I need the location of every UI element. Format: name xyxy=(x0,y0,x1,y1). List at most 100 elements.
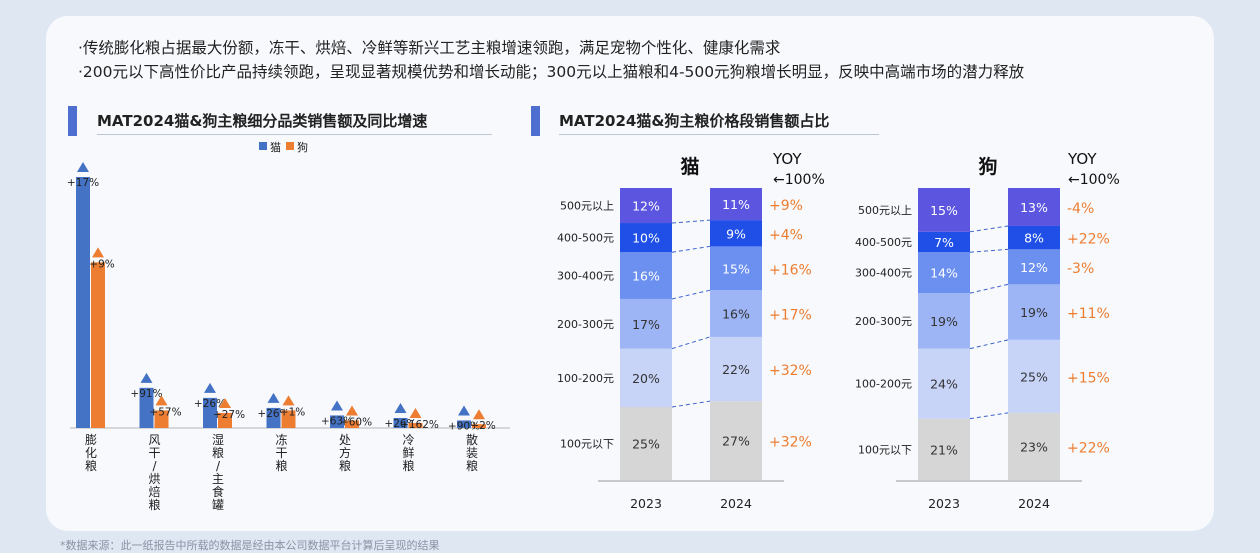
yoy-value: +16% xyxy=(769,262,812,278)
legend-swatch xyxy=(286,142,294,150)
bar-dog xyxy=(408,422,423,428)
price-segment-label: 300-400元 xyxy=(557,270,614,283)
stack-segment xyxy=(620,298,672,349)
growth-label: +60% xyxy=(340,416,372,428)
right-chart-title: MAT2024猫&狗主粮价格段销售额占比 xyxy=(559,112,830,130)
growth-arrow-icon xyxy=(409,407,422,418)
segment-label: 9% xyxy=(726,226,746,241)
year-label: 2023 xyxy=(630,496,662,511)
growth-label: +26% xyxy=(194,398,226,410)
segment-label: 25% xyxy=(1020,369,1048,384)
chart-title: 猫 xyxy=(680,155,699,178)
price-segment-label: 100元以下 xyxy=(858,443,912,456)
category-label-char: 方 xyxy=(339,445,351,460)
bullet-2: ·200元以下高性价比产品持续领跑，呈现显著规模优势和增长动能；300元以上猫粮… xyxy=(78,63,1025,81)
category-label-char: 焙 xyxy=(148,484,160,499)
yoy-header: YOY xyxy=(772,150,802,168)
left-title-marker xyxy=(68,106,77,136)
category-label-char: 罐 xyxy=(212,498,224,512)
yoy-value: +32% xyxy=(769,435,812,451)
yoy-value: +15% xyxy=(1067,370,1110,386)
category-label-char: 鲜 xyxy=(402,446,414,460)
stack-segment xyxy=(918,418,970,480)
yoy-value: +9% xyxy=(769,198,803,214)
stack-segment xyxy=(1008,249,1060,285)
connector-line xyxy=(671,245,711,253)
segment-label: 19% xyxy=(1020,305,1048,320)
yoy-subheader: ←100% xyxy=(773,172,825,188)
yoy-value: -3% xyxy=(1067,261,1094,277)
segment-label: 23% xyxy=(1020,439,1048,454)
category-label-char: 食 xyxy=(212,484,224,499)
yoy-subheader: ←100% xyxy=(1068,172,1120,188)
connector-line xyxy=(969,339,1009,350)
growth-label: +162% xyxy=(400,419,439,431)
category-label-char: / xyxy=(216,459,221,473)
growth-label: +17% xyxy=(67,177,99,189)
category-label-char: 粮 xyxy=(212,445,224,460)
segment-label: 7% xyxy=(934,235,954,250)
growth-arrow-icon xyxy=(331,400,343,411)
growth-label: +2% xyxy=(470,420,495,432)
bar-dog xyxy=(472,424,486,428)
bar-cat xyxy=(266,407,281,428)
yoy-value: +22% xyxy=(1067,440,1110,456)
yoy-value: +22% xyxy=(1067,232,1110,248)
category-label-char: 冻 xyxy=(275,432,287,447)
bullet-1: ·传统膨化粮占据最大份额，冻干、烘焙、冷鲜等新兴工艺主粮增速领跑，满足宠物个性化… xyxy=(78,39,781,57)
price-segment-label: 500元以上 xyxy=(560,200,614,213)
category-label-char: 主 xyxy=(212,472,224,486)
left-title-underline xyxy=(97,134,492,135)
stack-segment xyxy=(1008,284,1060,340)
bar-dog xyxy=(218,412,232,428)
segment-label: 20% xyxy=(632,371,660,386)
category-label-char: 处 xyxy=(339,433,351,447)
connector-line xyxy=(969,283,1009,294)
segment-label: 24% xyxy=(930,377,958,392)
price-segment-label: 100元以下 xyxy=(560,438,614,451)
price-segment-label: 100-200元 xyxy=(557,372,614,385)
stack-segment xyxy=(710,336,762,402)
price-segment-label: 400-500元 xyxy=(557,232,614,245)
growth-arrow-icon xyxy=(346,405,358,416)
year-label: 2023 xyxy=(928,496,960,511)
legend: 猫狗 xyxy=(259,141,308,154)
stack-segment xyxy=(1008,339,1060,413)
year-label: 2024 xyxy=(1018,496,1050,511)
dog-price-chart: 狗 YOY ←100% 21% 24% 19% 14% 7% 15% 23% 25% 19% 12% 8%… xyxy=(855,150,1120,511)
category-label-char: 风 xyxy=(148,433,160,447)
bar-cat xyxy=(76,177,90,428)
connector-line xyxy=(969,225,1009,233)
legend-label: 猫 xyxy=(270,141,281,154)
category-label-char: 粮 xyxy=(466,458,478,473)
stack-segment xyxy=(620,348,672,407)
bar-cat xyxy=(393,417,408,428)
growth-label: +90% xyxy=(448,420,480,432)
growth-label: +91% xyxy=(130,388,162,400)
segment-label: 22% xyxy=(722,362,750,377)
price-segment-label: 400-500元 xyxy=(855,236,912,249)
bar-cat xyxy=(457,420,471,428)
category-label-char: 粮 xyxy=(85,458,97,473)
stack-segment xyxy=(620,407,672,480)
segment-label: 17% xyxy=(632,317,660,332)
connector-line xyxy=(969,248,1009,253)
category-label-char: 粮 xyxy=(148,497,160,512)
segment-label: 14% xyxy=(930,266,958,281)
legend-swatch xyxy=(259,142,267,150)
stack-segment xyxy=(620,223,672,253)
bar-dog xyxy=(154,410,169,428)
stack-segment xyxy=(710,401,762,480)
price-segment-label: 300-400元 xyxy=(855,267,912,280)
bar-cat xyxy=(139,387,154,428)
yoy-value: +17% xyxy=(769,308,812,324)
growth-label: +27% xyxy=(213,409,245,421)
bar-dog xyxy=(91,262,105,428)
stack-segment xyxy=(1008,225,1060,250)
segment-label: 10% xyxy=(632,231,660,246)
growth-arrow-icon xyxy=(219,397,231,408)
connector-line xyxy=(969,412,1009,420)
segment-label: 12% xyxy=(632,199,660,214)
growth-arrow-icon xyxy=(282,395,295,406)
connector-line xyxy=(671,336,711,350)
